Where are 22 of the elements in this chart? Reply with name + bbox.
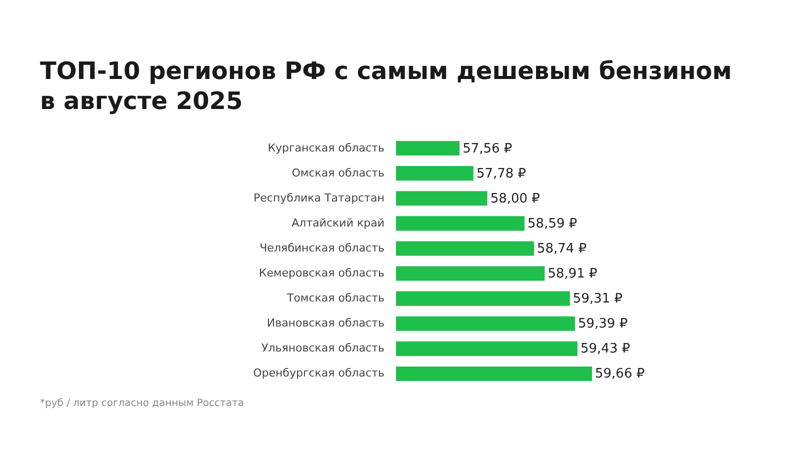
y-tick-label: Омская область [292,166,384,180]
y-tick-label: Челябинская область [260,241,384,254]
y-tick-label: Томская область [286,292,384,305]
chart-title: ТОП-10 регионов РФ с самым дешевым бензином в августе 2025 [40,56,733,116]
data-label: 57,78 ₽ [476,166,526,182]
data-label: 58,59 ₽ [528,216,578,232]
data-label: 58,00 ₽ [490,191,540,206]
data-label: 58,74 ₽ [536,241,587,256]
y-tick-label: Республика Татарстан [254,191,384,204]
data-label: 58,91 ₽ [548,266,598,282]
y-tick-label: Ульяновская область [261,342,384,355]
y-tick-label: Оренбургская область [253,366,384,380]
y-tick-label: Алтайский край [292,216,384,230]
data-label: 59,66 ₽ [595,366,645,382]
data-label: 59,43 ₽ [580,342,630,357]
y-tick-label: Кемеровская область [258,266,384,280]
data-label: 57,56 ₽ [462,141,512,156]
text: *руб / литр согласно данным Росстата [40,398,244,409]
data-label: 59,31 ₽ [572,292,623,307]
data-label: 59,39 ₽ [578,316,628,332]
y-tick-label: Курганская область [268,141,384,154]
y-tick-label: Ивановская область [266,316,384,330]
